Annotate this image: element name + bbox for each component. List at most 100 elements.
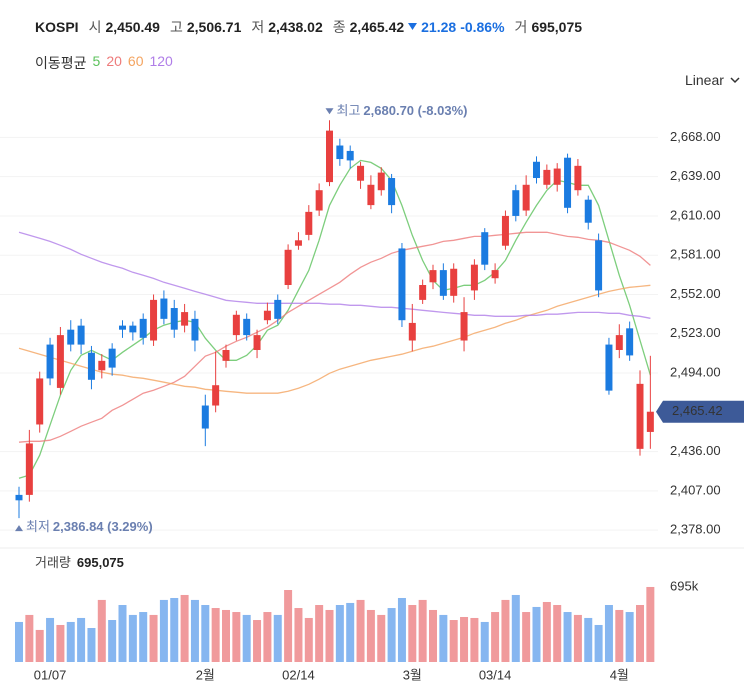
- candle-body: [56, 335, 64, 388]
- ma-legend-item: 20: [106, 53, 122, 69]
- candle-body: [243, 318, 251, 336]
- candle-body: [160, 298, 168, 319]
- candle-body: [15, 494, 23, 501]
- candle-body: [574, 165, 582, 191]
- candle-body: [522, 184, 530, 211]
- last-price-label: 2,465.42: [672, 403, 723, 418]
- low-label: 저: [251, 19, 265, 35]
- volume-tick-label: 695k: [670, 578, 699, 593]
- volume-bar: [201, 605, 210, 662]
- volume-bar: [273, 614, 282, 662]
- high-label: 고: [169, 19, 183, 35]
- volume-bar: [542, 601, 551, 662]
- volume-bar: [222, 609, 230, 662]
- volume-bar: [35, 629, 44, 662]
- candle-body: [77, 325, 85, 345]
- candle-body: [263, 310, 271, 321]
- volume-bar: [87, 628, 96, 662]
- candle-body: [388, 178, 396, 206]
- volume-bar: [429, 609, 437, 662]
- volume-value: 695,075: [531, 19, 583, 35]
- volume-bar: [408, 605, 417, 662]
- volume-bar: [263, 612, 272, 662]
- volume-bar: [594, 624, 603, 662]
- volume-bar: [253, 620, 262, 662]
- chevron[interactable]: [730, 76, 740, 84]
- volume-bar: [480, 621, 489, 662]
- open-value: 2,450.49: [105, 19, 160, 35]
- volume-bar: [139, 612, 148, 662]
- volume-bar: [15, 621, 23, 662]
- high_marker-arrow: [325, 108, 334, 115]
- y-tick-label: 2,610.00: [670, 207, 721, 222]
- volume-bar: [304, 617, 313, 662]
- volume-bar: [284, 590, 293, 662]
- candle-body: [191, 318, 199, 341]
- volume-bar: [242, 614, 251, 662]
- y-tick-label: 2,523.00: [670, 325, 721, 340]
- volume-bar: [366, 609, 375, 662]
- candle-body: [336, 145, 344, 160]
- candle-body: [615, 335, 623, 350]
- y-tick-label: 2,436.00: [670, 443, 721, 458]
- volume-bar: [108, 620, 117, 662]
- candle-body: [636, 383, 644, 449]
- candle-body: [294, 240, 302, 246]
- y-tick-label: 2,639.00: [670, 168, 721, 183]
- volume-bar: [511, 594, 520, 662]
- high_marker-label: 2,680.70 (-8.03%): [363, 104, 467, 119]
- volume-bar: [449, 620, 458, 662]
- symbol: KOSPI: [35, 19, 79, 35]
- candle-body: [501, 215, 509, 246]
- candle-body: [429, 270, 437, 283]
- candle-body: [398, 248, 406, 321]
- volume-bar: [211, 608, 220, 662]
- last-price-badge: [656, 400, 744, 423]
- candle-body: [87, 352, 95, 380]
- volume-bar: [418, 599, 427, 662]
- volume-bar: [397, 597, 406, 662]
- volume-bar: [387, 608, 396, 662]
- candle-body: [377, 172, 385, 191]
- volume-bar: [501, 599, 510, 662]
- y-tick-label: 2,494.00: [670, 364, 721, 379]
- candle-body: [98, 360, 106, 371]
- candle-body: [543, 169, 551, 185]
- volume-title: 거래량 695,075: [35, 555, 124, 570]
- candle-body: [181, 312, 189, 326]
- candle-body: [564, 157, 572, 208]
- candle-body: [284, 249, 292, 285]
- candle-body: [108, 348, 116, 368]
- ma-legend-item: 120: [149, 53, 173, 69]
- volume-bar: [294, 608, 303, 662]
- scale-toggle[interactable]: Linear: [685, 72, 740, 88]
- volume-bar: [77, 617, 86, 662]
- candle-body: [553, 168, 561, 185]
- y-tick-label: 2,407.00: [670, 482, 721, 497]
- candle-body: [274, 299, 282, 319]
- volume-bar: [553, 605, 562, 662]
- volume-bar: [460, 616, 469, 662]
- change-pct: -0.86%: [460, 19, 505, 35]
- ma-line: [18, 284, 651, 394]
- x-tick-label: 3월: [403, 667, 422, 682]
- volume-bar: [232, 612, 241, 662]
- candle-body: [253, 335, 261, 350]
- volume-bar: [615, 609, 624, 662]
- candle-body: [46, 344, 54, 379]
- candle-body: [326, 130, 333, 183]
- candle-body: [201, 405, 209, 429]
- candle-body: [533, 161, 540, 179]
- x-tick-label: 4월: [610, 667, 629, 682]
- candle-body: [595, 240, 603, 291]
- x-tick-label: 02/14: [282, 667, 315, 682]
- candle-body: [222, 350, 230, 361]
- candle-body: [150, 299, 158, 341]
- candle-body: [605, 344, 613, 391]
- volume-bar: [159, 599, 168, 662]
- scale-toggle-label[interactable]: Linear: [685, 72, 724, 88]
- volume-bar: [646, 586, 655, 662]
- candle-body: [357, 165, 365, 181]
- volume-bar: [25, 614, 34, 662]
